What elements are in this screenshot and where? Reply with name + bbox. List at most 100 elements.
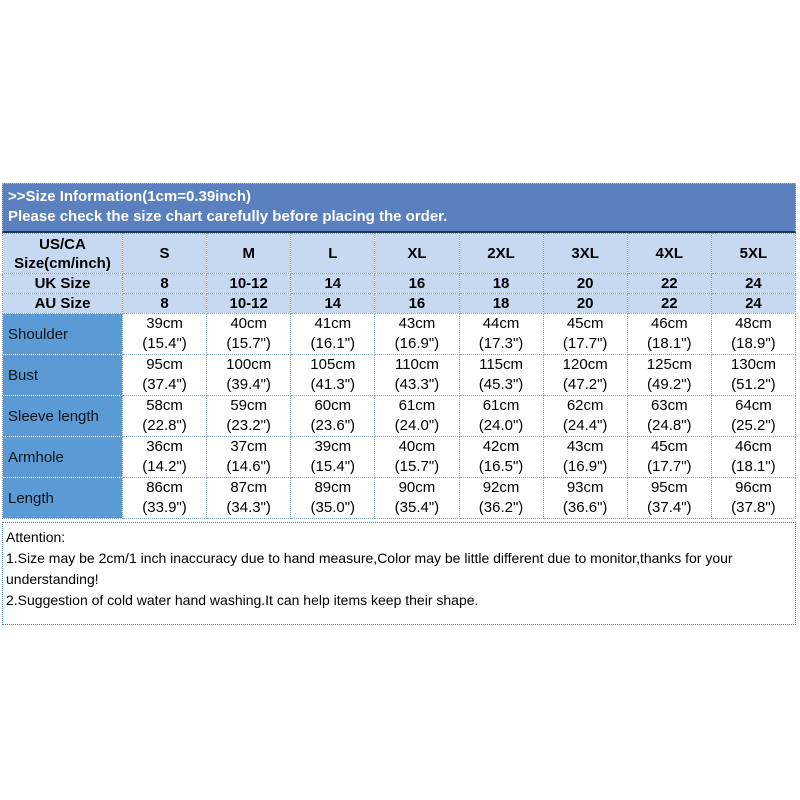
measure-cell: 125cm (49.2") [626,354,712,396]
measure-cell: 61cm (24.0") [458,395,544,437]
inch-value: (35.4") [394,499,440,516]
measure-cell: 93cm (36.6") [542,477,628,519]
au-size-cell: 24 [710,293,797,314]
measure-cell: 44cm (17.3") [458,313,544,355]
au-size-cell: 10-12 [206,293,292,314]
cm-value: 61cm [482,397,520,414]
cm-value: 89cm [314,479,352,496]
inch-value: (47.2") [562,376,608,393]
cm-value: 40cm [230,315,268,332]
cm-value: 64cm [735,397,772,414]
uk-size-cell: 18 [458,273,544,294]
cm-value: 93cm [566,479,604,496]
table-header: US/CA Size(cm/inch) S M L XL 2XL 3XL 4XL 5XL UK… [2,233,797,314]
cm-value: 125cm [646,356,692,373]
measure-cell: 39cm (15.4") [121,313,208,355]
inch-value: (22.8") [142,417,187,434]
measure-cell: 61cm (24.0") [374,395,460,437]
measure-cell: 59cm (23.2") [206,395,292,437]
measurement-rows: Shoulder 39cm (15.4") 40cm (15.7") 41cm (16.1"… [2,313,797,519]
size-column-header: S [121,233,208,274]
inch-value: (18.1") [647,335,692,352]
cm-value: 96cm [735,479,772,496]
uk-size-cell: 8 [121,273,208,294]
attention-line2: 2.Suggestion of cold water hand washing.… [6,592,479,608]
cm-value: 63cm [650,397,688,414]
inch-value: (35.0") [310,499,356,516]
cm-value: 43cm [566,438,604,455]
measure-cell: 43cm (16.9") [374,313,460,355]
measure-cell: 64cm (25.2") [710,395,797,437]
measure-cell: 58cm (22.8") [121,395,208,437]
cm-value: 39cm [314,438,352,455]
inch-value: (49.2") [647,376,692,393]
inch-value: (34.3") [226,499,271,516]
inch-value: (39.4") [226,376,271,393]
measure-cell: 46cm (18.1") [710,436,797,478]
banner-line1: >>Size Information(1cm=0.39inch) [8,188,251,205]
cm-value: 87cm [230,479,268,496]
inch-value: (45.3") [478,376,524,393]
measure-cell: 42cm (16.5") [458,436,544,478]
inch-value: (24.0") [394,417,440,434]
measure-cell: 39cm (15.4") [290,436,376,478]
measure-cell: 86cm (33.9") [121,477,208,519]
uk-size-label: UK Size [2,273,123,294]
cm-value: 48cm [735,315,772,332]
inch-value: (14.6") [226,458,271,475]
measure-cell: 120cm (47.2") [542,354,628,396]
size-column-header: 4XL [626,233,712,274]
size-column-header: 5XL [710,233,797,274]
cm-value: 45cm [566,315,604,332]
inch-value: (33.9") [142,499,187,516]
measure-cell: 37cm (14.6") [206,436,292,478]
measure-cell: 92cm (36.2") [458,477,544,519]
cm-value: 42cm [482,438,520,455]
inch-value: (15.7") [226,335,271,352]
inch-value: (17.3") [478,335,524,352]
measure-cell: 46cm (18.1") [626,313,712,355]
uk-size-cell: 20 [542,273,628,294]
measure-cell: 43cm (16.9") [542,436,628,478]
size-chart-table: US/CA Size(cm/inch) S M L XL 2XL 3XL 4XL 5XL UK… [2,233,797,519]
measure-cell: 45cm (17.7") [626,436,712,478]
measure-label: Armhole [2,436,123,478]
measure-cell: 89cm (35.0") [290,477,376,519]
uk-size-row: UK Size 8 10-12 14 16 18 20 22 24 [2,273,797,294]
size-column-header: XL [374,233,460,274]
measure-cell: 90cm (35.4") [374,477,460,519]
cm-value: 41cm [314,315,352,332]
inch-value: (36.6") [562,499,608,516]
uk-size-cell: 22 [626,273,712,294]
cm-value: 40cm [398,438,436,455]
au-size-cell: 22 [626,293,712,314]
inch-value: (16.9") [394,335,440,352]
inch-value: (15.7") [394,458,440,475]
inch-value: (24.8") [647,417,692,434]
inch-value: (36.2") [478,499,524,516]
cm-value: 43cm [398,315,436,332]
inch-value: (41.3") [310,376,356,393]
measure-cell: 87cm (34.3") [206,477,292,519]
measure-label: Bust [2,354,123,396]
measure-cell: 45cm (17.7") [542,313,628,355]
uk-size-cell: 24 [710,273,797,294]
inch-value: (18.1") [731,458,776,475]
inch-value: (15.4") [142,335,187,352]
measure-cell: 48cm (18.9") [710,313,797,355]
inch-value: (16.5") [478,458,524,475]
size-chart-sheet: >>Size Information(1cm=0.39inch) Please … [2,183,797,625]
inch-value: (16.9") [562,458,608,475]
cm-value: 59cm [230,397,268,414]
inch-value: (18.9") [731,335,776,352]
cm-value: 46cm [650,315,688,332]
measure-cell: 115cm (45.3") [458,354,544,396]
inch-value: (43.3") [394,376,440,393]
au-size-cell: 8 [121,293,208,314]
attention-line1: 1.Size may be 2cm/1 inch inaccuracy due … [6,550,733,587]
au-size-cell: 18 [458,293,544,314]
cm-value: 37cm [230,438,268,455]
inch-value: (37.8") [731,499,776,516]
size-column-header: L [290,233,376,274]
measure-cell: 95cm (37.4") [626,477,712,519]
